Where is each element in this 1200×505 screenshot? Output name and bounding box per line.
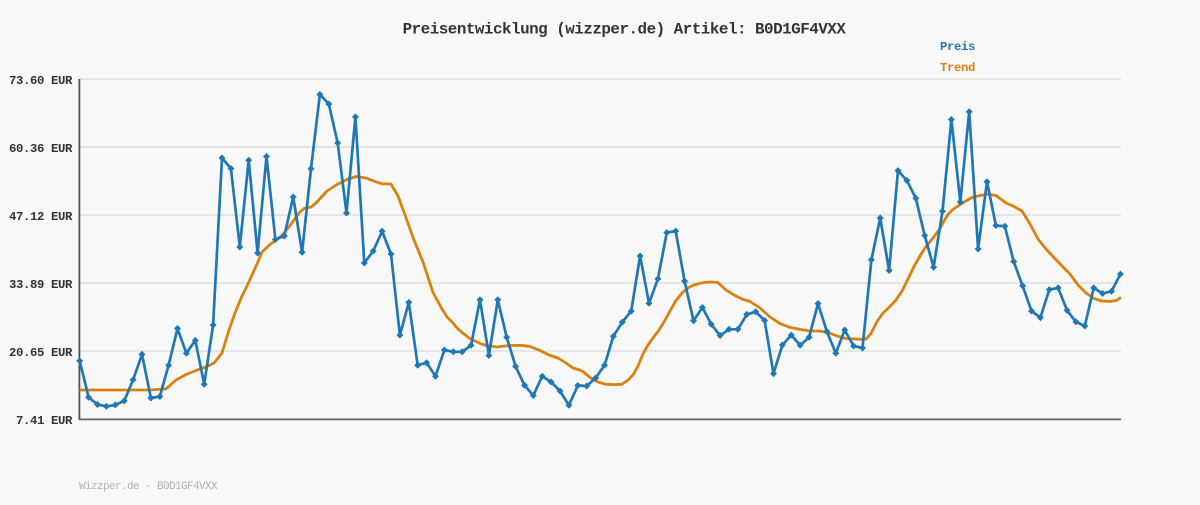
svg-text:33.89 EUR: 33.89 EUR (9, 278, 73, 292)
svg-text:60.36 EUR: 60.36 EUR (9, 142, 73, 156)
svg-text:7.41 EUR: 7.41 EUR (16, 414, 73, 428)
svg-text:73.60 EUR: 73.60 EUR (9, 74, 73, 88)
svg-text:Preisentwicklung (wizzper.de): Preisentwicklung (wizzper.de) Artikel: B… (403, 21, 847, 39)
svg-text:20.65 EUR: 20.65 EUR (9, 346, 73, 360)
svg-text:Wizzper.de - B0D1GF4VXX: Wizzper.de - B0D1GF4VXX (79, 481, 218, 493)
svg-text:Preis: Preis (940, 40, 975, 54)
svg-text:47.12 EUR: 47.12 EUR (9, 210, 73, 224)
svg-text:Trend: Trend (940, 61, 975, 75)
